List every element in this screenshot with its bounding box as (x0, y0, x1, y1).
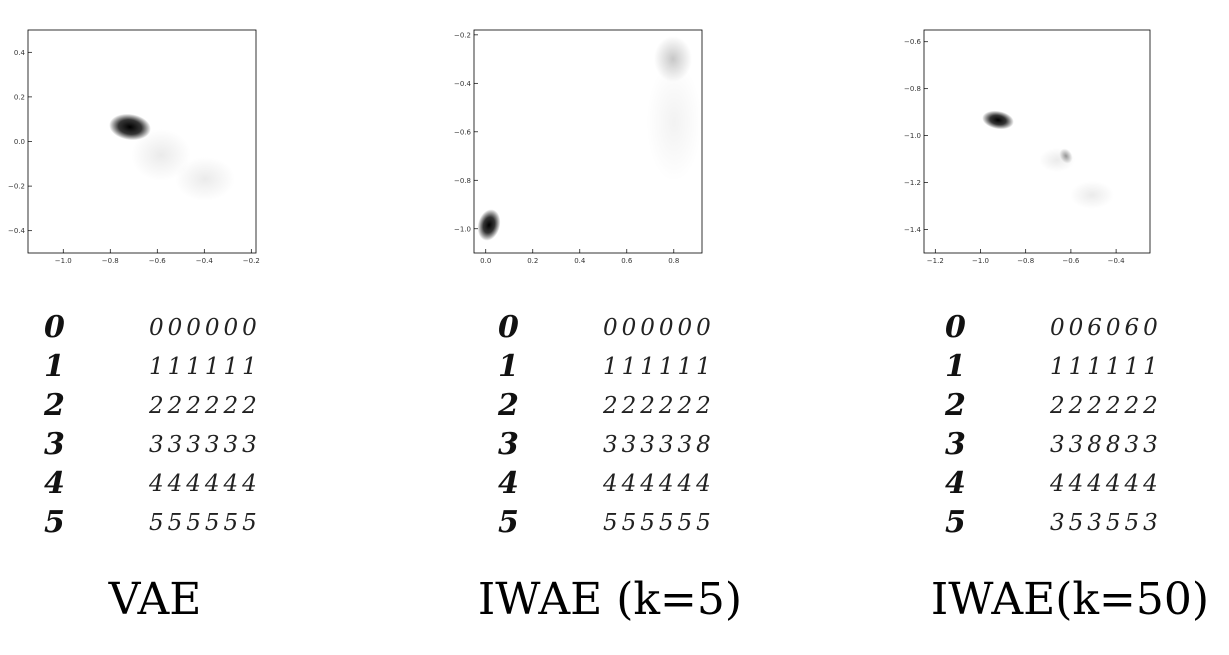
input-digit: 1 (44, 349, 65, 384)
reconstructed-digits: 111111 (1050, 354, 1162, 380)
reconstructed-digits: 222222 (603, 393, 715, 419)
density-peak (477, 209, 501, 241)
input-digit: 4 (498, 466, 519, 501)
x-tick-label: 0.0 (480, 257, 491, 265)
density-faint-region (646, 62, 702, 182)
x-tick-label: −1.0 (55, 257, 72, 265)
reconstructed-digits: 006060 (1050, 315, 1162, 341)
density-faint-region (131, 129, 191, 181)
axis-ticks: −1.2 −1.0 −0.8 −0.6 −0.4 −0.6 −0.8 −1.0 −1.2 −1.4 (904, 38, 1125, 265)
input-digit: 4 (945, 466, 966, 501)
y-tick-label: 0.2 (14, 93, 25, 101)
input-digit: 1 (945, 349, 966, 384)
input-digit: 3 (945, 427, 966, 462)
x-tick-label: −1.2 (927, 257, 944, 265)
density-faint-region (175, 157, 235, 201)
y-tick-label: −0.2 (454, 31, 471, 39)
y-tick-label: −1.0 (904, 132, 921, 140)
x-tick-label: −0.4 (196, 257, 214, 265)
input-digit: 1 (498, 349, 519, 384)
reconstructed-digits: 000000 (603, 315, 715, 341)
input-digit: 3 (44, 427, 65, 462)
input-digit: 5 (44, 505, 65, 540)
x-tick-label: −0.6 (1062, 257, 1080, 265)
density-small-mode (1059, 148, 1073, 164)
input-digit: 2 (44, 388, 65, 423)
density-secondary-mode (654, 36, 692, 82)
x-tick-label: 0.4 (574, 257, 586, 265)
reconstructed-digits: 338833 (1050, 432, 1162, 458)
reconstructed-digits: 111111 (149, 354, 261, 380)
plot-svg-iwae-k5: 0.0 0.2 0.4 0.6 0.8 −0.2 −0.4 −0.6 −0.8 −1.0 (454, 29, 703, 265)
reconstructed-digits: 333338 (603, 432, 715, 458)
panel-iwae-k50: −1.2 −1.0 −0.8 −0.6 −0.4 −0.6 −0.8 −1.0 −1.2 −1.4… (880, 0, 1229, 655)
reconstructed-digits: 000000 (149, 315, 261, 341)
input-digit: 4 (44, 466, 65, 501)
y-tick-label: 0.0 (14, 138, 25, 146)
plot-svg-iwae-k50: −1.2 −1.0 −0.8 −0.6 −0.4 −0.6 −0.8 −1.0 −1.2 −1.4 (904, 29, 1151, 265)
input-digit: 0 (44, 310, 65, 345)
x-tick-label: 0.6 (621, 257, 633, 265)
input-digit: 3 (498, 427, 519, 462)
y-tick-label: 0.4 (14, 49, 26, 57)
x-tick-label: −0.6 (149, 257, 167, 265)
x-tick-label: 0.8 (668, 257, 679, 265)
y-tick-label: −0.4 (8, 227, 26, 235)
plot-svg-vae: −1.0 −0.8 −0.6 −0.4 −0.2 0.4 0.2 0.0 −0.2 −0.4 (8, 29, 260, 265)
reconstructed-digits: 444444 (1050, 471, 1162, 497)
input-digit: 5 (945, 505, 966, 540)
x-tick-label: −1.0 (972, 257, 989, 265)
input-digit: 2 (498, 388, 519, 423)
y-tick-label: −0.8 (454, 177, 471, 185)
reconstructed-digits: 555555 (603, 510, 715, 536)
x-tick-label: −0.8 (102, 257, 119, 265)
density-faint-region (1070, 181, 1114, 209)
reconstructed-digits: 111111 (603, 354, 715, 380)
caption-iwae-k5: IWAE (k=5) (477, 574, 743, 625)
reconstructed-digits: 555555 (149, 510, 261, 536)
axis-ticks: 0.0 0.2 0.4 0.6 0.8 −0.2 −0.4 −0.6 −0.8 −1.0 (454, 31, 679, 265)
latent-density-plot-iwae-k5: 0.0 0.2 0.4 0.6 0.8 −0.2 −0.4 −0.6 −0.8 −1.0 (444, 22, 706, 272)
reconstructed-digits: 444444 (149, 471, 261, 497)
reconstructed-digits: 333333 (149, 432, 261, 458)
input-digit: 5 (498, 505, 519, 540)
x-tick-label: 0.2 (527, 257, 538, 265)
y-tick-label: −0.6 (454, 128, 472, 136)
input-digit: 2 (945, 388, 966, 423)
density-peak (982, 110, 1014, 130)
caption-vae: VAE (108, 574, 202, 625)
caption-iwae-k50: IWAE(k=50) (930, 574, 1210, 625)
x-tick-label: −0.2 (243, 257, 260, 265)
latent-density-plot-iwae-k50: −1.2 −1.0 −0.8 −0.6 −0.4 −0.6 −0.8 −1.0 −1.2 −1.4 (892, 22, 1154, 272)
y-tick-label: −1.4 (904, 226, 922, 234)
input-digit: 0 (498, 310, 519, 345)
axis-ticks: −1.0 −0.8 −0.6 −0.4 −0.2 0.4 0.2 0.0 −0.2 −0.4 (8, 49, 260, 265)
reconstructed-digits: 222222 (149, 393, 261, 419)
y-tick-label: −1.2 (904, 179, 921, 187)
x-tick-label: −0.8 (1017, 257, 1034, 265)
reconstructed-digits: 222222 (1050, 393, 1162, 419)
x-tick-label: −0.4 (1108, 257, 1126, 265)
input-digit: 0 (945, 310, 966, 345)
y-tick-label: −0.8 (904, 85, 921, 93)
panel-iwae-k5: 0.0 0.2 0.4 0.6 0.8 −0.2 −0.4 −0.6 −0.8 −1.0 0 000… (420, 0, 820, 655)
y-tick-label: −0.4 (454, 80, 472, 88)
latent-density-plot-vae: −1.0 −0.8 −0.6 −0.4 −0.2 0.4 0.2 0.0 −0.2 −0.4 (0, 22, 262, 272)
reconstructed-digits: 353553 (1050, 510, 1162, 536)
density-peak (109, 113, 151, 141)
plot-frame (923, 29, 1151, 254)
y-tick-label: −0.6 (904, 38, 922, 46)
reconstructed-digits: 444444 (603, 471, 715, 497)
y-tick-label: −1.0 (454, 225, 471, 233)
y-tick-label: −0.2 (8, 183, 25, 191)
